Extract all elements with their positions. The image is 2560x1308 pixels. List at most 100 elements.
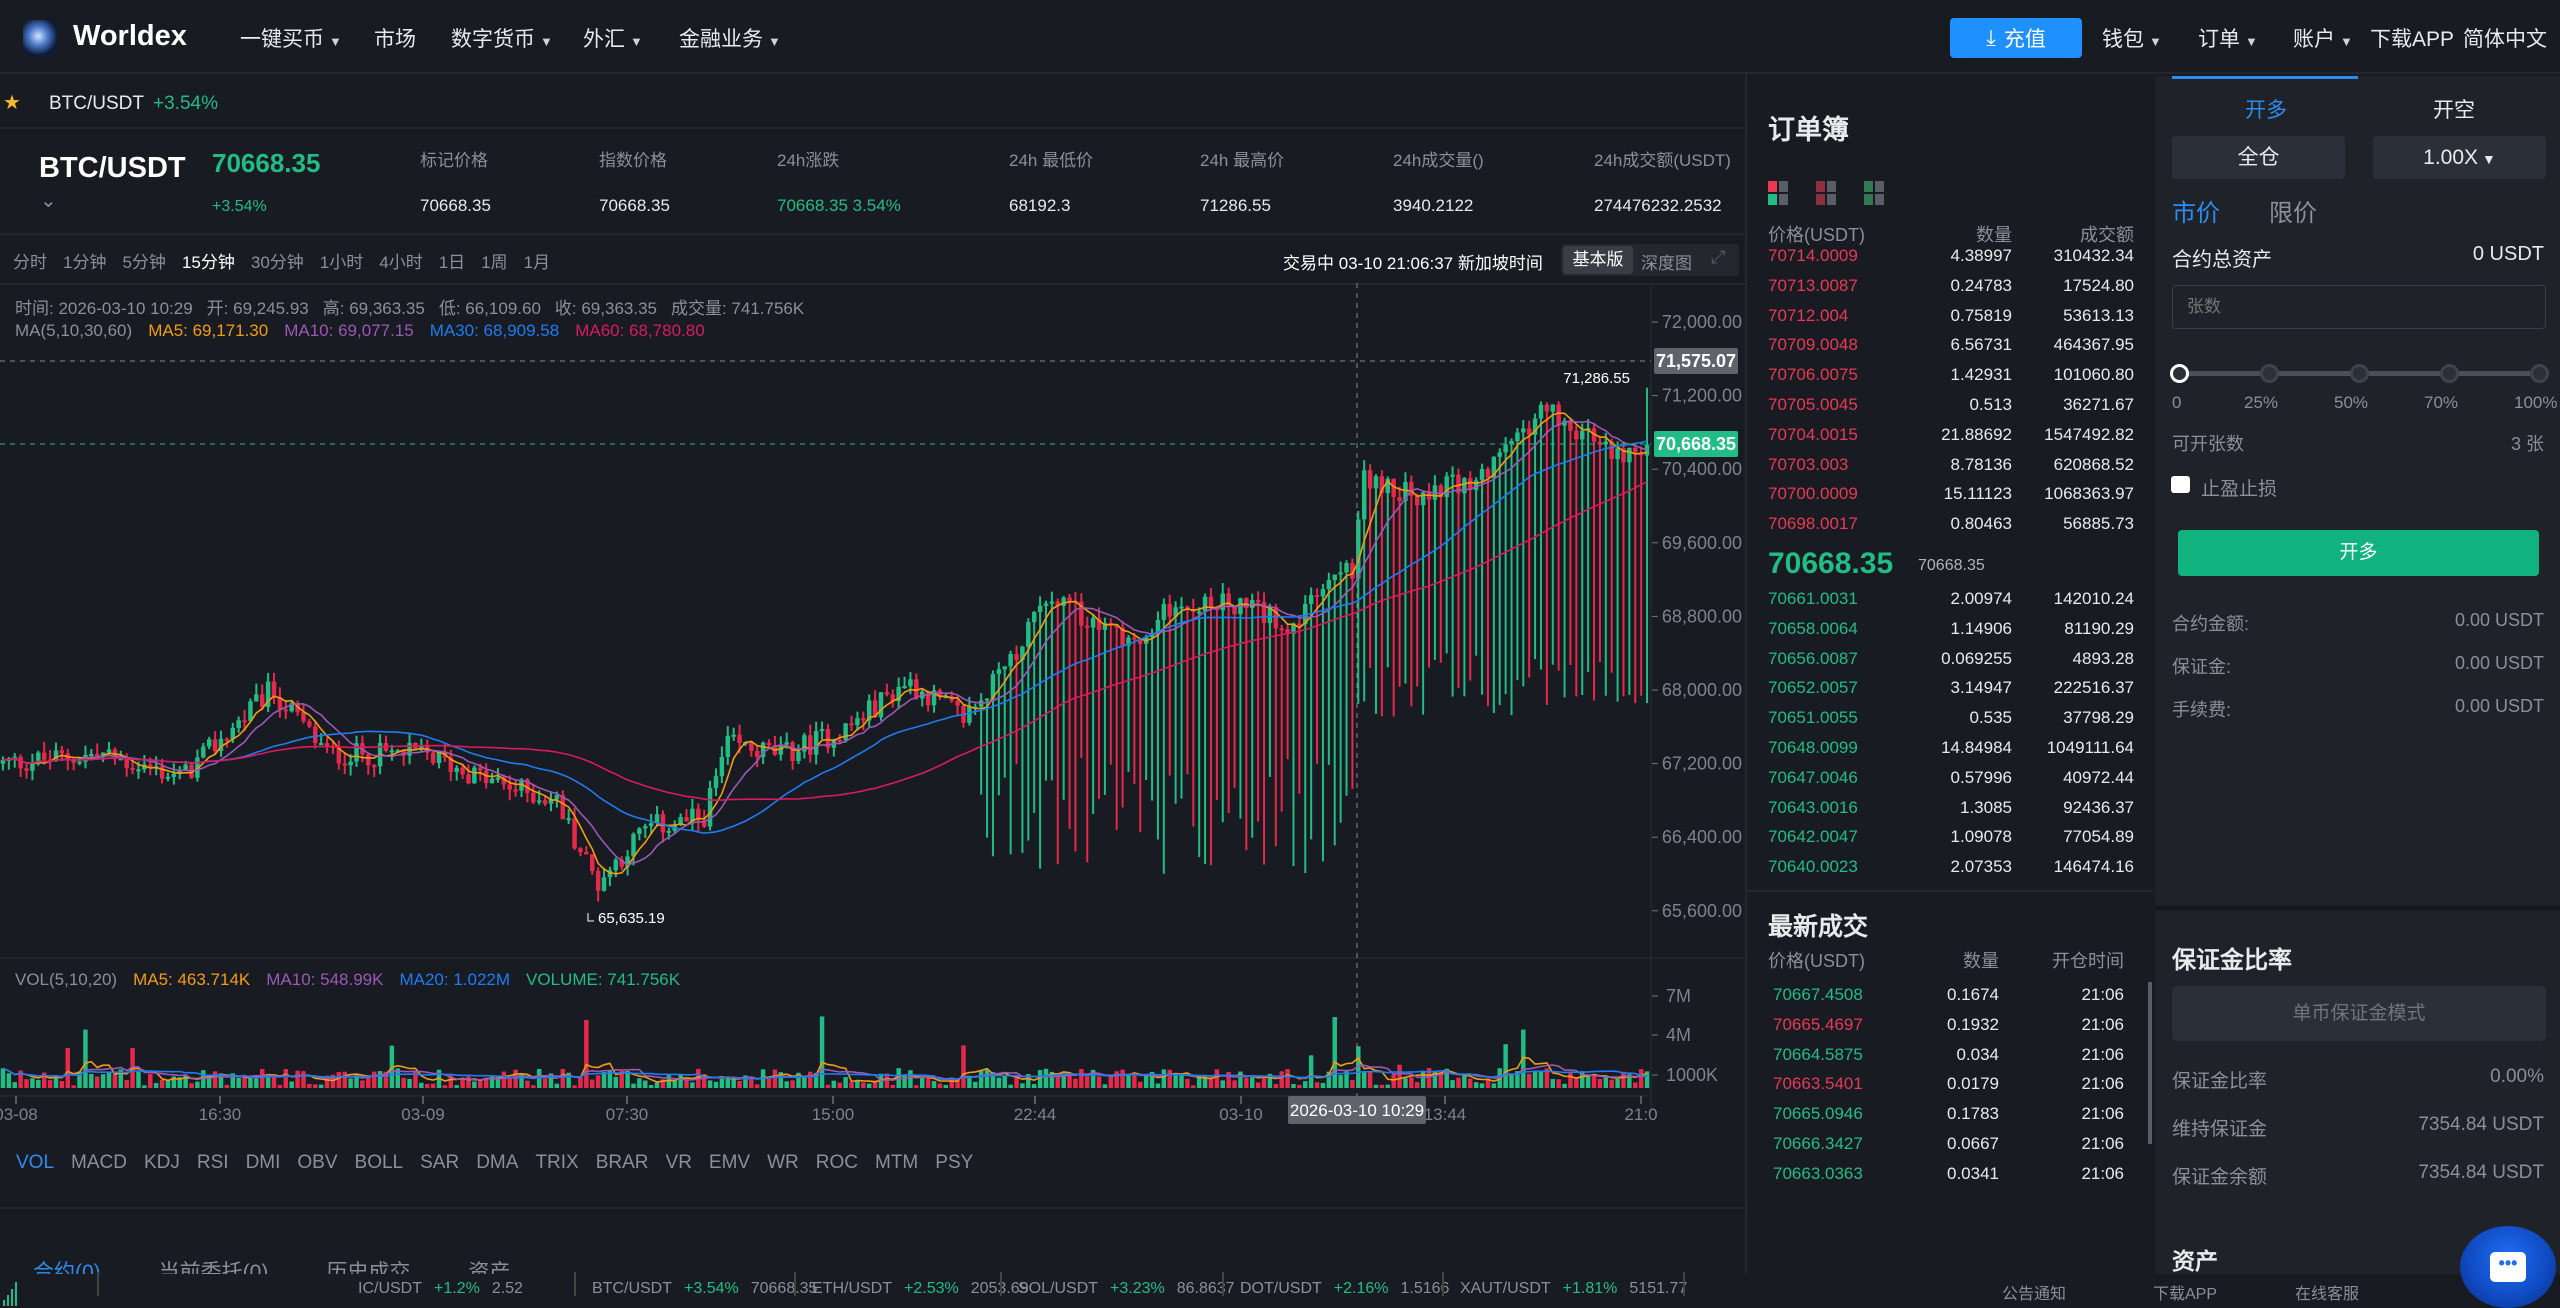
indicator-tab[interactable]: DMA xyxy=(476,1152,519,1173)
orderbook-row[interactable]: 70712.004 0.75819 53613.13 xyxy=(1768,306,2134,334)
view-bids-icon[interactable] xyxy=(1864,181,1884,205)
indicator-tab[interactable]: TRIX xyxy=(535,1152,579,1173)
margin-mode-button[interactable]: 单币保证金模式 xyxy=(2172,986,2546,1041)
chart-mode-depth[interactable]: 深度图 xyxy=(1641,254,1692,273)
indicator-tab[interactable]: OBV xyxy=(297,1152,338,1173)
brand-name[interactable]: Worldex xyxy=(73,20,187,52)
indicator-tab[interactable]: BRAR xyxy=(595,1152,649,1173)
chevron-down-icon[interactable]: ⌄ xyxy=(40,190,57,212)
nav-item[interactable]: 市场 xyxy=(374,23,416,53)
timeframe-3[interactable]: 15分钟 xyxy=(181,253,235,272)
orderbook-row[interactable]: 70647.0046 0.57996 40972.44 xyxy=(1768,768,2134,796)
indicator-tab[interactable]: KDJ xyxy=(143,1152,180,1173)
trades-scrollbar[interactable] xyxy=(2148,982,2152,1144)
tpsl-label[interactable]: 止盈止损 xyxy=(2201,479,2278,500)
chat-bubble-icon[interactable]: ••• xyxy=(2460,1226,2556,1308)
orderbook-row[interactable]: 70709.0048 6.56731 464367.95 xyxy=(1768,335,2134,363)
indicator-tab[interactable]: VR xyxy=(665,1152,692,1173)
indicator-tab[interactable]: ROC xyxy=(815,1152,858,1173)
tpsl-checkbox[interactable] xyxy=(2171,476,2190,493)
footer-ticker[interactable]: XAUT/USDT +1.81% 5151.77 xyxy=(1460,1280,1687,1298)
slider-mark[interactable] xyxy=(2170,364,2189,383)
timeframe-4[interactable]: 30分钟 xyxy=(250,253,304,272)
orderbook-row[interactable]: 70661.0031 2.00974 142010.24 xyxy=(1768,589,2134,617)
orderbook-row[interactable]: 70705.0045 0.513 36271.67 xyxy=(1768,395,2134,423)
footer-link[interactable]: 在线客服 xyxy=(2295,1286,2360,1303)
header-menu-item[interactable]: 钱包 ▼ xyxy=(2102,23,2162,53)
orderbook-row[interactable]: 70640.0023 2.07353 146474.16 xyxy=(1768,857,2134,885)
orderbook-row[interactable]: 70643.0016 1.3085 92436.37 xyxy=(1768,798,2134,826)
slider-mark[interactable] xyxy=(2440,364,2459,383)
orderbook-row[interactable]: 70652.0057 3.14947 222516.37 xyxy=(1768,678,2134,706)
indicator-tab[interactable]: DMI xyxy=(245,1152,281,1173)
timeframe-1[interactable]: 1分钟 xyxy=(63,253,107,272)
timeframe-8[interactable]: 1周 xyxy=(481,253,508,272)
footer-ticker[interactable]: DOT/USDT +2.16% 1.5166 xyxy=(1240,1280,1449,1298)
header-menu-item[interactable]: 下载APP xyxy=(2370,23,2454,53)
indicator-tab[interactable]: SAR xyxy=(420,1152,460,1173)
orderbook-row[interactable]: 70714.0009 4.38997 310432.34 xyxy=(1768,246,2134,274)
header-menu-item[interactable]: 简体中文 xyxy=(2463,23,2547,53)
footer-ticker[interactable]: ETH/USDT +2.53% 2053.69 xyxy=(812,1280,1029,1298)
orderbook-row[interactable]: 70704.0015 21.88692 1547492.82 xyxy=(1768,425,2134,453)
tab-open-short[interactable]: 开空 xyxy=(2433,99,2475,122)
slider-mark[interactable] xyxy=(2350,364,2369,383)
nav-item[interactable]: 金融业务 ▼ xyxy=(679,23,781,53)
logo-icon[interactable] xyxy=(23,20,57,56)
timeframe-7[interactable]: 1日 xyxy=(438,253,466,272)
footer-link[interactable]: 下载APP xyxy=(2153,1286,2218,1303)
footer-link[interactable]: 公告通知 xyxy=(2002,1286,2067,1303)
header-menu-item[interactable]: 账户 ▼ xyxy=(2293,23,2353,53)
slider-mark[interactable] xyxy=(2260,364,2279,383)
orderbook-row[interactable]: 70706.0075 1.42931 101060.80 xyxy=(1768,365,2134,393)
view-both-icon[interactable] xyxy=(1768,181,1788,205)
tab-open-long[interactable]: 开多 xyxy=(2245,99,2287,122)
leverage-select[interactable]: 1.00X ▼ xyxy=(2373,136,2546,179)
star-icon[interactable]: ★ xyxy=(3,92,21,114)
indicator-tab[interactable]: WR xyxy=(767,1152,799,1173)
candlestick-chart[interactable]: 72,000.00 71,200.00 70,400.00 69,600.00 68,8… xyxy=(0,283,1745,1153)
orderbook-row[interactable]: 70656.0087 0.069255 4893.28 xyxy=(1768,649,2134,677)
ticker-pair[interactable]: BTC/USDT xyxy=(49,93,144,114)
timeframe-6[interactable]: 4小时 xyxy=(379,253,423,272)
order-type-market[interactable]: 市价 xyxy=(2172,200,2220,227)
margin-mode-button[interactable]: 全仓 xyxy=(2172,136,2345,179)
ticker-price: 70668.35 xyxy=(750,1280,818,1297)
deposit-button[interactable]: ⤓ 充值 xyxy=(1950,18,2082,58)
slider-mark[interactable] xyxy=(2530,364,2549,383)
orderbook-row[interactable]: 70651.0055 0.535 37798.29 xyxy=(1768,708,2134,736)
view-asks-icon[interactable] xyxy=(1816,181,1836,205)
indicator-tab[interactable]: EMV xyxy=(708,1152,751,1173)
indicator-tab[interactable]: RSI xyxy=(196,1152,229,1173)
timeframe-0[interactable]: 分时 xyxy=(13,253,47,272)
timeframe-9[interactable]: 1月 xyxy=(523,253,551,272)
orderbook-row[interactable]: 70700.0009 15.11123 1068363.97 xyxy=(1768,484,2134,512)
indicator-tab[interactable]: PSY xyxy=(935,1152,974,1173)
timeframe-5[interactable]: 1小时 xyxy=(319,253,364,272)
orderbook-row[interactable]: 70648.0099 14.84984 1049111.64 xyxy=(1768,738,2134,766)
orderbook-row[interactable]: 70713.0087 0.24783 17524.80 xyxy=(1768,276,2134,304)
footer-ticker[interactable]: IC/USDT +1.2% 2.52 xyxy=(358,1280,523,1298)
submit-open-long-button[interactable]: 开多 xyxy=(2178,530,2539,576)
orderbook-row[interactable]: 70703.003 8.78136 620868.52 xyxy=(1768,455,2134,483)
chart-mode-basic[interactable]: 基本版 xyxy=(1563,246,1633,274)
quantity-slider[interactable] xyxy=(2170,362,2549,386)
orderbook-row[interactable]: 70658.0064 1.14906 81190.29 xyxy=(1768,619,2134,647)
footer-ticker[interactable]: SOL/USDT +3.23% 86.8637 xyxy=(1018,1280,1235,1298)
orderbook-row[interactable]: 70698.0017 0.80463 56885.73 xyxy=(1768,514,2134,542)
indicator-tab[interactable]: MACD xyxy=(71,1152,127,1173)
footer-ticker[interactable]: BTC/USDT +3.54% 70668.35 xyxy=(592,1280,817,1298)
timeframe-2[interactable]: 5分钟 xyxy=(122,253,166,272)
nav-item[interactable]: 一键买币 ▼ xyxy=(240,23,342,53)
indicator-tab[interactable]: MTM xyxy=(875,1152,919,1173)
header-menu-item[interactable]: 订单 ▼ xyxy=(2198,23,2258,53)
expand-icon[interactable]: ⤢ xyxy=(1711,247,1726,267)
orderbook-row[interactable]: 70642.0047 1.09078 77054.89 xyxy=(1768,827,2134,855)
market-pair[interactable]: BTC/USDT xyxy=(39,152,186,184)
nav-item[interactable]: 外汇 ▼ xyxy=(583,23,643,53)
indicator-tab[interactable]: VOL xyxy=(16,1152,55,1173)
quantity-input[interactable] xyxy=(2172,285,2546,329)
order-type-limit[interactable]: 限价 xyxy=(2269,200,2317,227)
indicator-tab[interactable]: BOLL xyxy=(354,1152,404,1173)
nav-item[interactable]: 数字货币 ▼ xyxy=(451,23,553,53)
